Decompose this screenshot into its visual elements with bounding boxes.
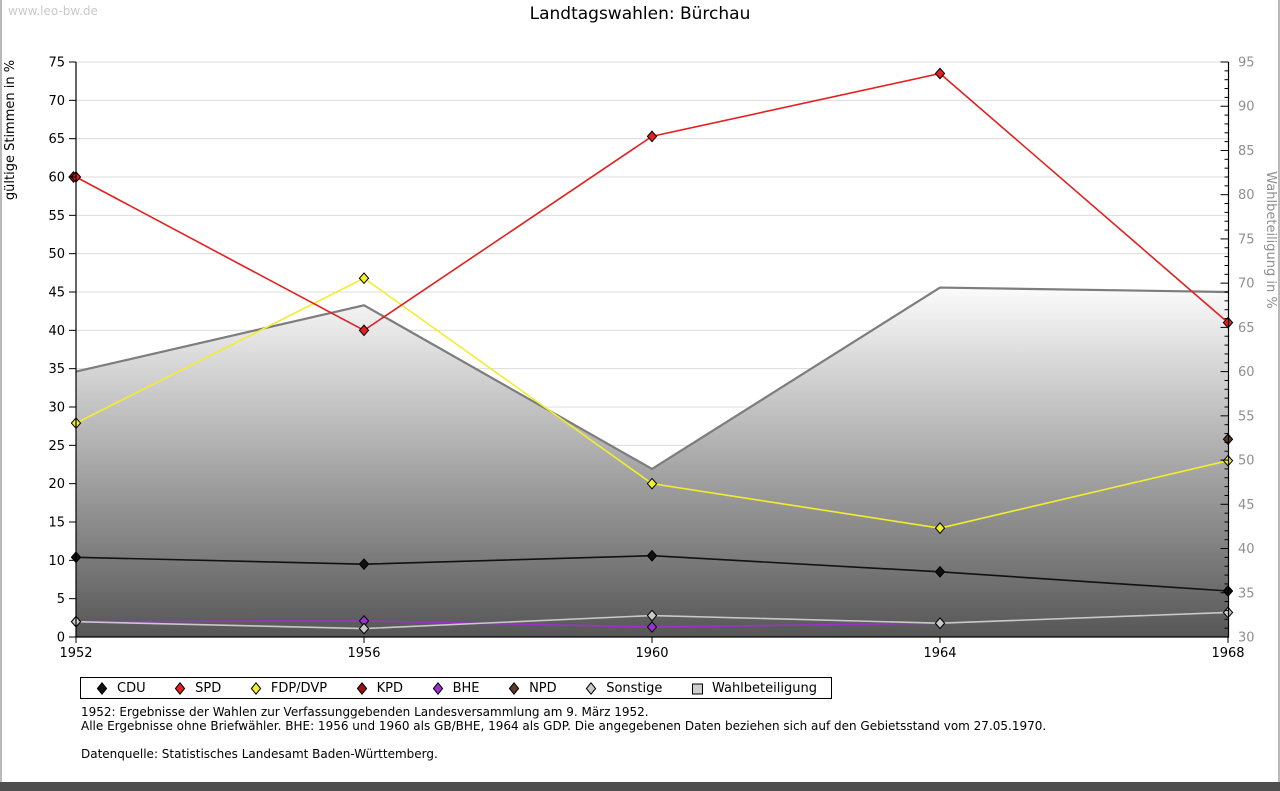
- svg-text:60: 60: [1238, 365, 1255, 380]
- page-title: Landtagswahlen: Bürchau: [529, 4, 751, 24]
- legend-label-spd: SPD: [195, 680, 222, 696]
- left-axis-title: gültige Stimmen in %: [3, 60, 18, 200]
- svg-text:50: 50: [48, 247, 65, 262]
- svg-text:25: 25: [48, 439, 65, 454]
- legend-item-sonstige: Sonstige: [584, 681, 662, 696]
- svg-text:55: 55: [48, 209, 65, 224]
- chart-legend: CDU SPD FDP/DVP KPD BHE NPD Sonstige Wahlbeteil…: [80, 677, 832, 699]
- svg-text:1960: 1960: [635, 646, 668, 661]
- legend-item-wahlbeteiligung: Wahlbeteiligung: [690, 681, 817, 696]
- svg-text:45: 45: [48, 286, 65, 301]
- legend-item-bhe: BHE: [431, 681, 480, 696]
- svg-text:1964: 1964: [923, 646, 956, 661]
- svg-text:50: 50: [1238, 454, 1255, 469]
- svg-text:75: 75: [48, 56, 65, 71]
- svg-text:70: 70: [48, 94, 65, 109]
- bottom-border-bar: [0, 782, 1280, 791]
- legend-label-sonstige: Sonstige: [606, 680, 663, 696]
- legend-item-cdu: CDU: [95, 681, 146, 696]
- svg-text:65: 65: [48, 132, 65, 147]
- footnote-source: Datenquelle: Statistisches Landesamt Bad…: [81, 747, 438, 761]
- footnotes: 1952: Ergebnisse der Wahlen zur Verfassu…: [81, 705, 1231, 762]
- legend-label-npd: NPD: [529, 680, 557, 696]
- svg-text:35: 35: [48, 362, 65, 377]
- footnote-1952: 1952: Ergebnisse der Wahlen zur Verfassu…: [81, 705, 649, 719]
- svg-text:85: 85: [1238, 144, 1255, 159]
- svg-text:15: 15: [48, 516, 65, 531]
- svg-text:90: 90: [1238, 100, 1255, 115]
- series-cdu: [70, 549, 1234, 597]
- axes: 0 5 10 15 20 25 30 35 40 45 50 55 60 65 70 75 30 35 40 45 50…: [3, 56, 1278, 662]
- svg-text:55: 55: [1238, 409, 1255, 424]
- npd-marker-icon: [508, 681, 520, 695]
- legend-label-wahlbeteiligung: Wahlbeteiligung: [711, 680, 817, 696]
- svg-text:10: 10: [48, 554, 65, 569]
- bhe-marker-icon: [432, 681, 443, 695]
- svg-text:20: 20: [48, 477, 65, 492]
- legend-item-kpd: KPD: [355, 681, 403, 696]
- svg-text:1956: 1956: [347, 646, 380, 661]
- spd-marker-icon: [174, 681, 186, 695]
- legend-item-fdp-dvp: FDP/DVP: [249, 681, 327, 696]
- svg-text:60: 60: [48, 171, 65, 186]
- svg-text:45: 45: [1238, 498, 1255, 513]
- svg-text:0: 0: [57, 631, 65, 646]
- svg-text:35: 35: [1238, 586, 1255, 601]
- wahlbeteiligung-marker-icon: [691, 683, 703, 694]
- svg-text:5: 5: [57, 592, 65, 607]
- svg-text:80: 80: [1238, 188, 1255, 203]
- watermark: www.leo-bw.de: [8, 4, 98, 18]
- cdu-marker-icon: [96, 681, 108, 695]
- legend-label-kpd: KPD: [376, 680, 404, 696]
- svg-text:30: 30: [1238, 631, 1255, 646]
- series-wahlbeteiligung-area: [75, 286, 1229, 637]
- fdp-dvp-marker-icon: [250, 681, 262, 695]
- svg-text:75: 75: [1238, 232, 1255, 247]
- legend-item-spd: SPD: [173, 681, 221, 696]
- sonstige-marker-icon: [585, 681, 597, 695]
- svg-text:30: 30: [48, 401, 65, 416]
- legend-label-cdu: CDU: [117, 680, 146, 696]
- footnote-methodology: Alle Ergebnisse ohne Briefwähler. BHE: 1…: [81, 718, 1047, 733]
- svg-text:1968: 1968: [1211, 646, 1244, 661]
- svg-text:65: 65: [1238, 321, 1255, 336]
- legend-label-bhe: BHE: [452, 680, 480, 696]
- svg-text:40: 40: [1238, 542, 1255, 557]
- svg-text:40: 40: [48, 324, 65, 339]
- kpd-marker-icon: [356, 681, 367, 695]
- svg-text:1952: 1952: [59, 646, 92, 661]
- svg-text:95: 95: [1238, 56, 1255, 71]
- legend-item-npd: NPD: [507, 681, 557, 696]
- legend-label-fdp-dvp: FDP/DVP: [270, 680, 328, 696]
- svg-text:70: 70: [1238, 277, 1255, 292]
- right-axis-title: Wahlbeteiligung in %: [1263, 171, 1278, 308]
